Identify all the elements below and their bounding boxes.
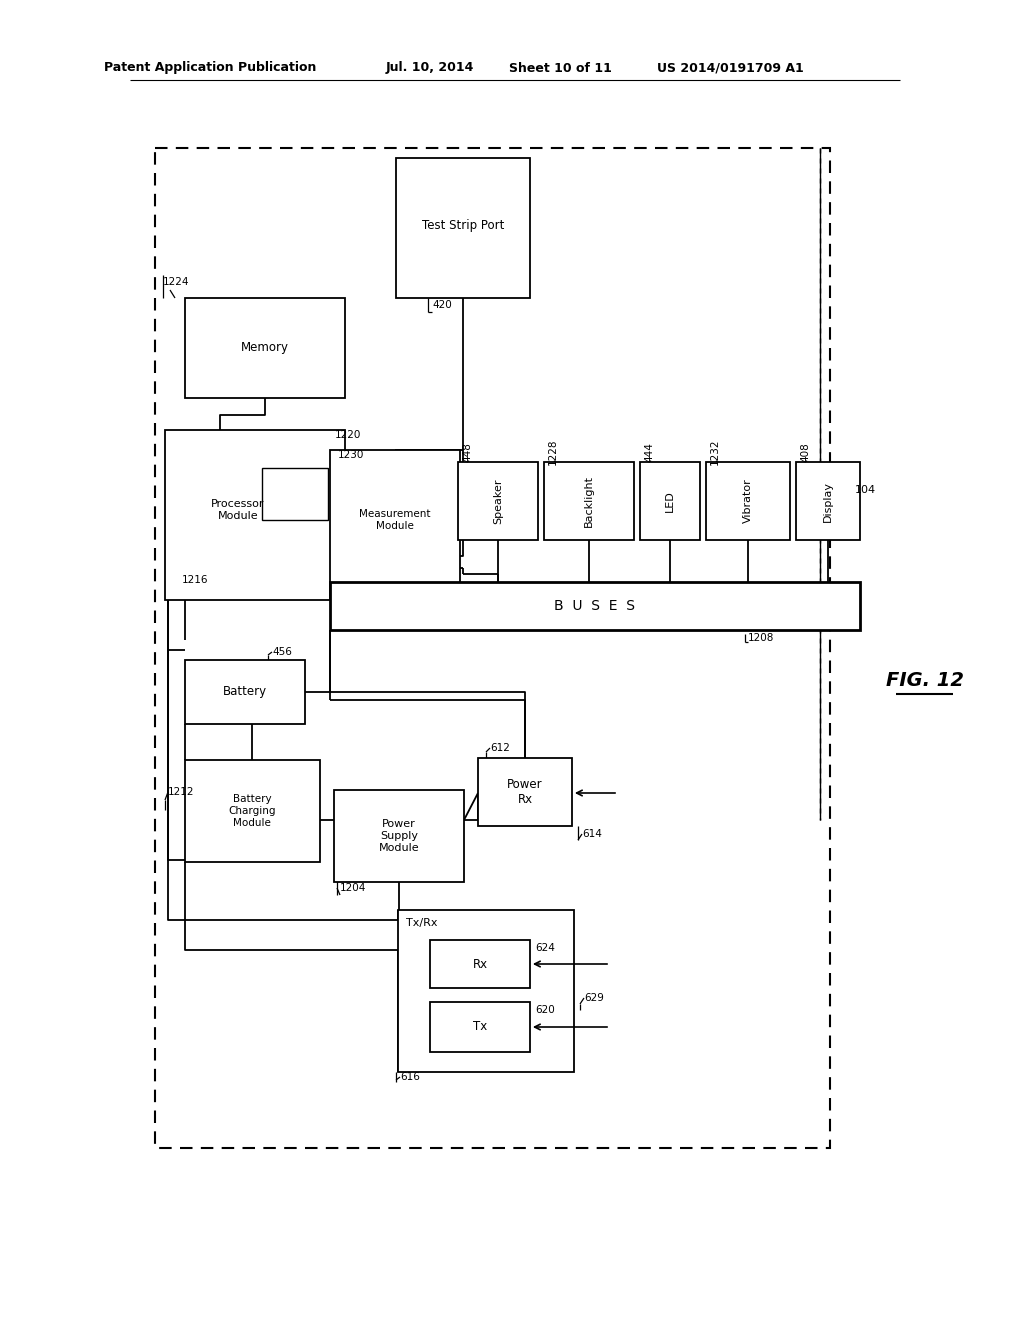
Bar (330, 450, 460, 598)
Text: Display: Display (823, 480, 833, 521)
Text: Power
Rx: Power Rx (507, 777, 543, 807)
Text: Memory: Memory (241, 342, 289, 355)
Text: Measurement
Module: Measurement Module (359, 510, 431, 531)
Text: B  U  S  E  S: B U S E S (555, 599, 636, 612)
Text: 1220: 1220 (335, 430, 361, 440)
Text: 444: 444 (644, 442, 654, 462)
Text: Power
Supply
Module: Power Supply Module (379, 820, 419, 853)
Text: 614: 614 (582, 829, 602, 840)
Text: US 2014/0191709 A1: US 2014/0191709 A1 (656, 62, 804, 74)
Text: Battery
Charging
Module: Battery Charging Module (228, 795, 275, 828)
Text: 408: 408 (800, 442, 810, 462)
Text: Speaker: Speaker (493, 478, 503, 524)
Text: 1228: 1228 (548, 438, 558, 465)
Text: Jul. 10, 2014: Jul. 10, 2014 (386, 62, 474, 74)
Text: Battery: Battery (223, 685, 267, 698)
Bar (330, 582, 860, 630)
Text: Tx/Rx: Tx/Rx (406, 917, 437, 928)
Text: LED: LED (665, 490, 675, 512)
Text: Tx: Tx (473, 1020, 487, 1034)
Text: 104: 104 (855, 484, 877, 495)
Bar (396, 158, 530, 298)
Text: 1204: 1204 (340, 883, 367, 894)
Text: Rx: Rx (472, 957, 487, 970)
Text: FIG. 12: FIG. 12 (886, 671, 964, 689)
Bar (458, 462, 538, 540)
Text: 448: 448 (462, 442, 472, 462)
Bar (430, 940, 530, 987)
Bar (185, 660, 305, 723)
Text: 1212: 1212 (168, 787, 195, 797)
Bar (334, 789, 464, 882)
Text: 1216: 1216 (182, 576, 209, 585)
Bar (185, 760, 319, 862)
Text: Vibrator: Vibrator (743, 479, 753, 523)
Bar (706, 462, 790, 540)
Bar (262, 469, 328, 520)
Bar (155, 148, 830, 1148)
Bar (430, 1002, 530, 1052)
Text: 1232: 1232 (710, 438, 720, 465)
Text: Test Strip Port: Test Strip Port (422, 219, 504, 231)
Text: 616: 616 (400, 1072, 420, 1082)
Text: 1224: 1224 (163, 277, 189, 286)
Bar (185, 298, 345, 399)
Text: 420: 420 (432, 300, 452, 310)
Text: 456: 456 (272, 647, 292, 657)
Text: 612: 612 (490, 743, 510, 752)
Text: Backlight: Backlight (584, 475, 594, 527)
Text: 1230: 1230 (338, 450, 365, 459)
Text: 620: 620 (535, 1005, 555, 1015)
Bar (544, 462, 634, 540)
Text: 624: 624 (535, 942, 555, 953)
Bar (398, 909, 574, 1072)
Text: Sheet 10 of 11: Sheet 10 of 11 (509, 62, 611, 74)
Bar (478, 758, 572, 826)
Text: 629: 629 (584, 993, 604, 1003)
Text: Patent Application Publication: Patent Application Publication (103, 62, 316, 74)
Bar (640, 462, 700, 540)
Text: 1208: 1208 (748, 634, 774, 643)
Bar (165, 430, 345, 601)
Text: Processor
Module: Processor Module (211, 499, 265, 521)
Bar (796, 462, 860, 540)
